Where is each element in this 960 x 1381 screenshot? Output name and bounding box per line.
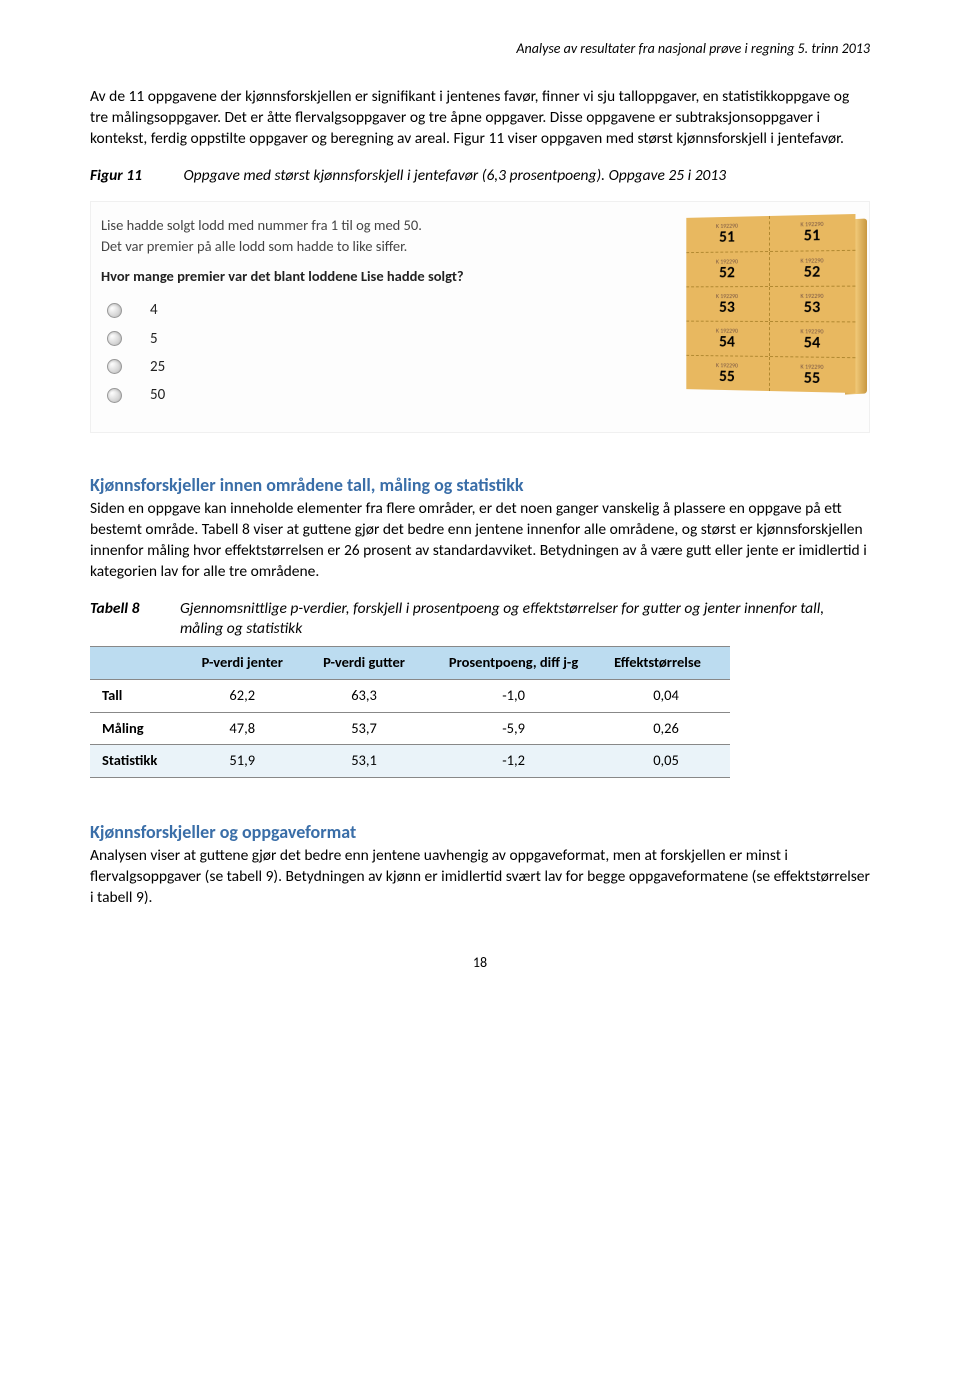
section-2-body: Analysen viser at guttene gjør det bedre… xyxy=(90,846,870,909)
option-row: 25 xyxy=(107,357,666,377)
cell: 0,04 xyxy=(602,679,730,712)
option-row: 5 xyxy=(107,329,666,349)
ticket-stack: K 19229051 K 19229051 K 19229052 K 19229… xyxy=(686,214,855,393)
ticket-number: 54 xyxy=(804,334,820,350)
figure-label: Figur 11 xyxy=(90,166,180,187)
table-row: Måling 47,8 53,7 -5,9 0,26 xyxy=(90,712,730,745)
col-p-gutter: P-verdi gutter xyxy=(303,647,425,680)
cell: -5,9 xyxy=(425,712,602,745)
figure-caption-text: Oppgave med størst kjønnsforskjell i jen… xyxy=(184,166,727,185)
cell: 0,05 xyxy=(602,745,730,778)
option-row: 4 xyxy=(107,300,666,320)
cell: Statistikk xyxy=(90,745,181,778)
table-8-caption: Tabell 8 Gjennomsnittlige p-verdier, for… xyxy=(90,599,870,641)
ticket-number: 52 xyxy=(804,264,820,280)
question-line-1: Lise hadde solgt lodd med nummer fra 1 t… xyxy=(101,216,666,236)
cell: 47,8 xyxy=(181,712,303,745)
section-heading-1: Kjønnsforskjeller innen områdene tall, m… xyxy=(90,473,870,497)
table-row: Statistikk 51,9 53,1 -1,2 0,05 xyxy=(90,745,730,778)
ticket-number: 55 xyxy=(719,368,735,384)
ticket-number: 53 xyxy=(719,299,735,315)
page-number: 18 xyxy=(90,954,870,973)
figure-11-question-box: Lise hadde solgt lodd med nummer fra 1 t… xyxy=(90,201,870,433)
option-row: 50 xyxy=(107,385,666,405)
table-8: P-verdi jenter P-verdi gutter Prosentpoe… xyxy=(90,646,730,777)
cell: 51,9 xyxy=(181,745,303,778)
col-empty xyxy=(90,647,181,680)
cell: 63,3 xyxy=(303,679,425,712)
cell: Måling xyxy=(90,712,181,745)
ticket-number: 54 xyxy=(719,334,735,350)
ticket-number: 53 xyxy=(804,299,820,315)
radio-icon[interactable] xyxy=(107,388,122,403)
cell: Tall xyxy=(90,679,181,712)
cell: -1,2 xyxy=(425,745,602,778)
option-label: 5 xyxy=(150,329,158,349)
table-header-row: P-verdi jenter P-verdi gutter Prosentpoe… xyxy=(90,647,730,680)
ticket-number: 51 xyxy=(719,229,735,245)
figure-11-caption: Figur 11 Oppgave med størst kjønnsforskj… xyxy=(90,166,870,187)
ticket-number: 52 xyxy=(719,264,735,280)
option-label: 50 xyxy=(150,385,165,405)
option-label: 4 xyxy=(150,300,158,320)
table-row: Tall 62,2 63,3 -1,0 0,04 xyxy=(90,679,730,712)
option-label: 25 xyxy=(150,357,165,377)
question-prompt: Hvor mange premier var det blant loddene… xyxy=(101,267,666,287)
radio-icon[interactable] xyxy=(107,359,122,374)
ticket-number: 55 xyxy=(804,370,820,387)
radio-icon[interactable] xyxy=(107,331,122,346)
radio-icon[interactable] xyxy=(107,303,122,318)
cell: 53,1 xyxy=(303,745,425,778)
col-diff: Prosentpoeng, diff j-g xyxy=(425,647,602,680)
option-list: 4 5 25 50 xyxy=(101,300,666,405)
running-header: Analyse av resultater fra nasjonal prøve… xyxy=(90,40,870,59)
cell: 62,2 xyxy=(181,679,303,712)
cell: 53,7 xyxy=(303,712,425,745)
cell: 0,26 xyxy=(602,712,730,745)
question-line-2: Det var premier på alle lodd som hadde t… xyxy=(101,237,666,257)
question-text-area: Lise hadde solgt lodd med nummer fra 1 t… xyxy=(101,216,666,414)
section-heading-2: Kjønnsforskjeller og oppgaveformat xyxy=(90,820,870,844)
col-p-jenter: P-verdi jenter xyxy=(181,647,303,680)
intro-paragraph: Av de 11 oppgavene der kjønnsforskjellen… xyxy=(90,87,870,150)
cell: -1,0 xyxy=(425,679,602,712)
ticket-number: 51 xyxy=(804,228,820,244)
table-label: Tabell 8 xyxy=(90,599,180,641)
table-caption-text: Gjennomsnittlige p-verdier, forskjell i … xyxy=(180,599,870,641)
col-effekt: Effektstørrelse xyxy=(602,647,730,680)
section-1-body: Siden en oppgave kan inneholde elementer… xyxy=(90,499,870,583)
lottery-ticket-image: K 19229051 K 19229051 K 19229052 K 19229… xyxy=(684,216,859,416)
